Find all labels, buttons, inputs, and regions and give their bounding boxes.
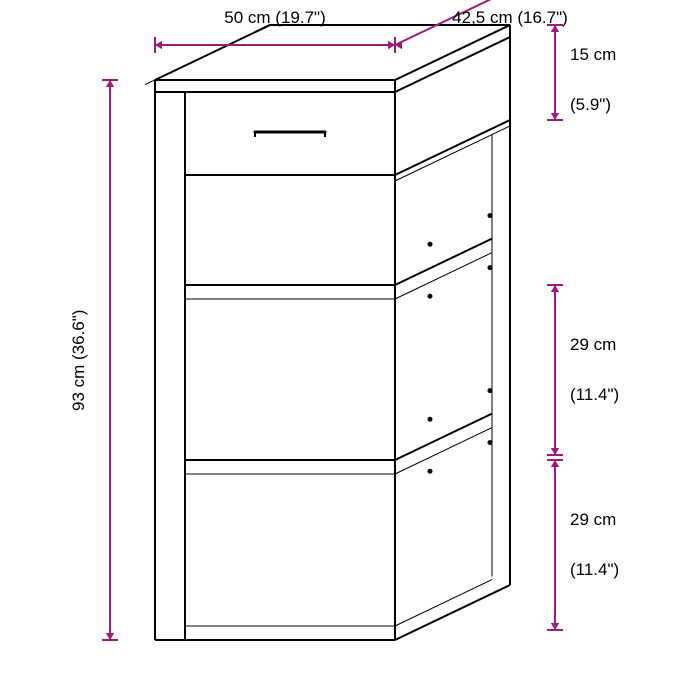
dim-drawer-label-cm: 15 cm bbox=[570, 45, 616, 65]
dim-shelf-upper-in: (11.4") bbox=[570, 385, 619, 405]
dim-drawer-label-in: (5.9") bbox=[570, 95, 611, 115]
dim-width-label: 50 cm (19.7") bbox=[155, 8, 395, 28]
dim-depth-label: 42,5 cm (16.7") bbox=[400, 8, 620, 28]
dim-shelf-upper-cm: 29 cm bbox=[570, 335, 616, 355]
dim-shelf-lower-in: (11.4") bbox=[570, 560, 619, 580]
dim-shelf-lower-cm: 29 cm bbox=[570, 510, 616, 530]
dim-height-label: 93 cm (36.6") bbox=[70, 80, 87, 640]
drawing-canvas: 50 cm (19.7") 42,5 cm (16.7") 93 cm (36.… bbox=[0, 0, 700, 700]
